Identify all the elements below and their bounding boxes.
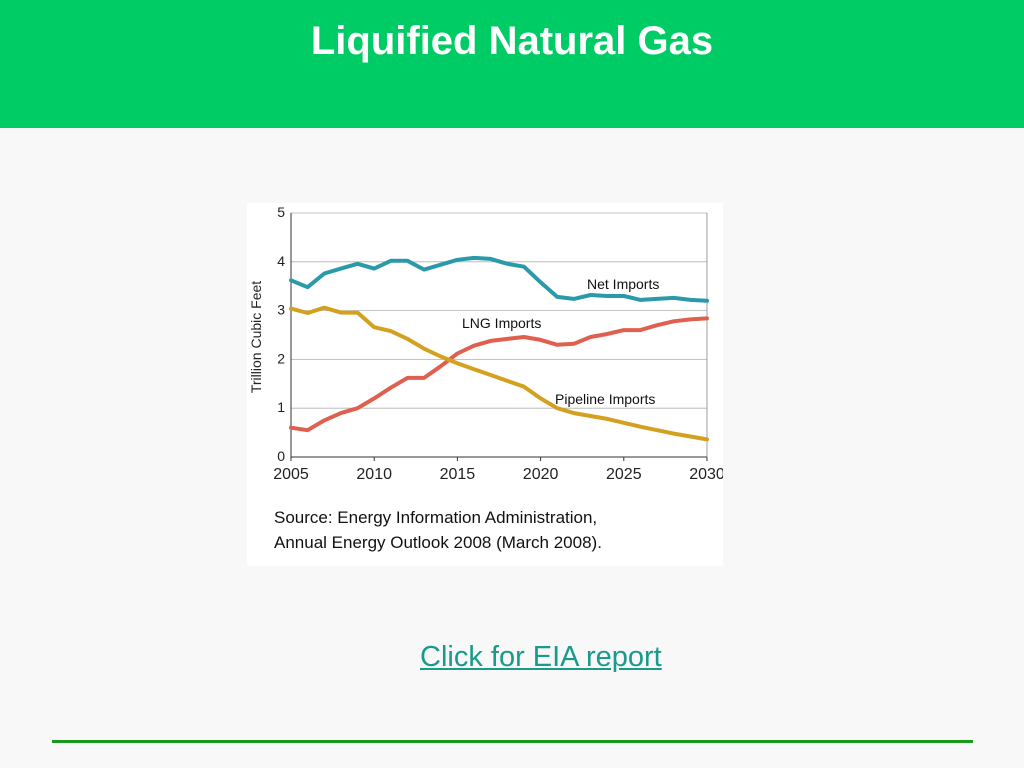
footer-divider — [52, 740, 973, 743]
y-tick-label: 0 — [277, 448, 285, 464]
x-tick-label: 2010 — [356, 466, 392, 483]
y-tick-label: 4 — [277, 253, 285, 269]
x-tick-label: 2015 — [440, 466, 476, 483]
series-line-lng-imports — [289, 316, 709, 433]
y-tick-label: 2 — [277, 350, 285, 366]
chart-svg: 0 1 2 3 4 5 2005 2010 2015 2020 2025 2030 Trillion… — [248, 204, 723, 552]
x-tick-labels: 2005 2010 2015 2020 2025 2030 — [273, 457, 723, 483]
x-tick-label: 2005 — [273, 466, 309, 483]
eia-report-link[interactable]: Click for EIA report — [420, 641, 662, 673]
y-tick-label: 3 — [277, 302, 285, 318]
series-line-pipeline-imports — [289, 305, 709, 442]
chart: 0 1 2 3 4 5 2005 2010 2015 2020 2025 2030 Trillion… — [247, 203, 723, 566]
title-bar — [0, 0, 1024, 128]
series-label-net-imports: Net Imports — [587, 276, 659, 292]
y-axis-label: Trillion Cubic Feet — [248, 281, 264, 393]
series-label-pipeline-imports: Pipeline Imports — [555, 391, 655, 407]
source-note-line-2: Annual Energy Outlook 2008 (March 2008). — [274, 533, 602, 552]
source-note-line-1: Source: Energy Information Administratio… — [274, 508, 597, 527]
x-tick-label: 2025 — [606, 466, 642, 483]
y-tick-label: 5 — [277, 204, 285, 220]
chart-axes — [290, 213, 708, 458]
slide-title: Liquified Natural Gas — [310, 19, 714, 63]
x-tick-label: 2020 — [523, 466, 559, 483]
chart-series — [289, 255, 709, 442]
series-line-net-imports — [289, 255, 709, 303]
y-tick-label: 1 — [277, 399, 285, 415]
y-tick-labels: 0 1 2 3 4 5 — [277, 204, 285, 464]
x-tick-label: 2030 — [689, 466, 723, 483]
slide-title-wrap: Liquified Natural Gas — [0, 0, 1024, 128]
series-label-lng-imports: LNG Imports — [462, 315, 541, 331]
